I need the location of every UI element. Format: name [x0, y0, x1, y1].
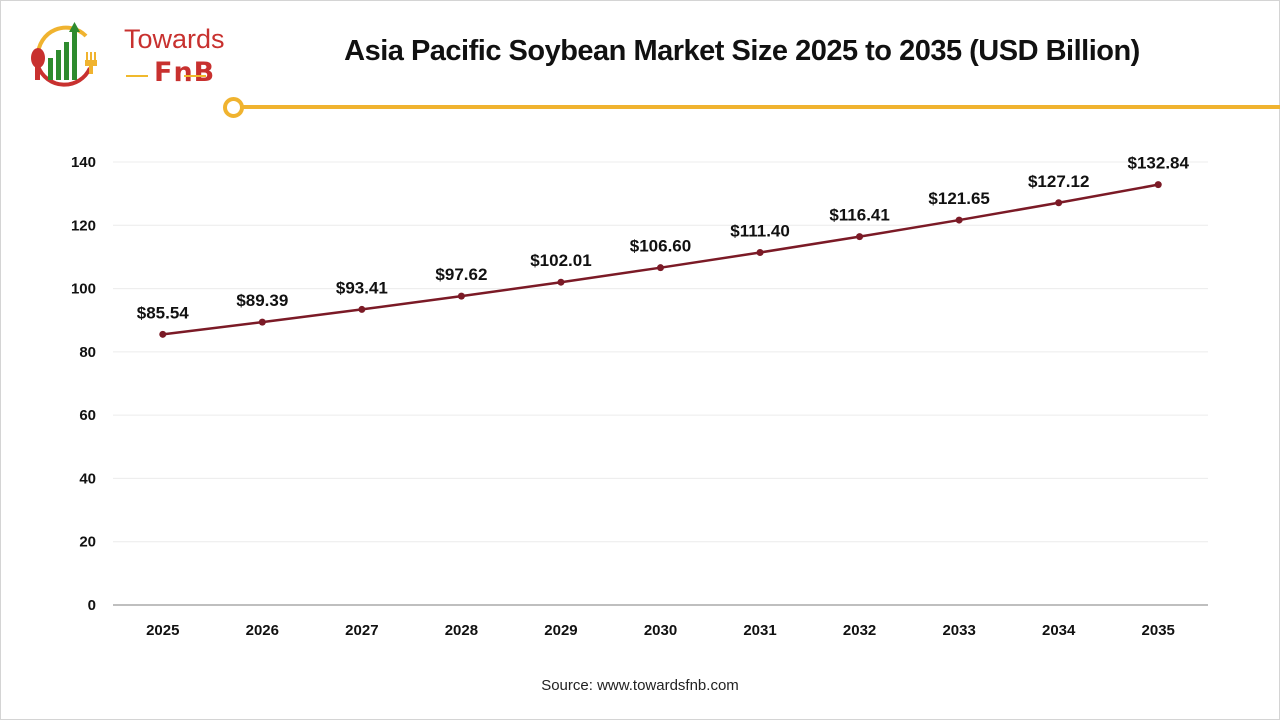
logo-chart-icon [31, 22, 97, 87]
x-axis-labels: 2025 2026 2027 2028 2029 2030 2031 2032 2033 2034… [146, 622, 1175, 639]
data-point-marker [756, 248, 764, 256]
data-point-marker [856, 233, 864, 241]
data-label: $116.41 [829, 206, 890, 225]
y-axis-labels: 0 20 40 60 80 100 120 140 [71, 154, 96, 614]
y-tick-label: 100 [71, 281, 96, 298]
x-tick-label: 2025 [146, 622, 179, 639]
x-tick-label: 2034 [1042, 622, 1076, 639]
x-tick-label: 2033 [942, 622, 975, 639]
data-label: $106.60 [630, 237, 691, 256]
data-label: $97.62 [435, 265, 487, 284]
data-label: $121.65 [928, 189, 989, 208]
data-point-marker [159, 330, 167, 338]
data-point-marker [657, 264, 664, 272]
y-tick-label: 140 [71, 154, 96, 171]
logo-text-fnb: FnB [154, 57, 216, 88]
data-label: $93.41 [336, 278, 388, 297]
data-point-marker [358, 305, 366, 313]
data-point-marker [258, 318, 266, 326]
series-market-size [159, 181, 1162, 338]
y-tick-label: 120 [71, 217, 96, 234]
header-divider-line [240, 105, 1280, 109]
data-label: $127.12 [1028, 172, 1089, 191]
x-tick-label: 2035 [1142, 622, 1175, 639]
data-point-marker [1055, 199, 1063, 207]
data-label: $85.54 [137, 303, 190, 322]
x-tick-label: 2030 [644, 622, 677, 639]
y-tick-label: 0 [88, 597, 96, 614]
logo-dash-right [184, 75, 206, 77]
data-point-marker [557, 278, 565, 286]
x-tick-label: 2028 [445, 622, 478, 639]
y-tick-label: 40 [79, 470, 96, 487]
data-point-marker [1154, 181, 1162, 189]
data-point-marker [955, 216, 963, 224]
y-tick-label: 20 [79, 534, 96, 551]
x-tick-label: 2029 [544, 622, 577, 639]
x-tick-label: 2032 [843, 622, 876, 639]
x-tick-label: 2031 [743, 622, 776, 639]
y-tick-label: 60 [79, 407, 96, 424]
series-line [162, 183, 1159, 336]
data-labels: $85.54 $89.39 $93.41 $97.62 $102.01 $106.60 $1… [137, 154, 1190, 323]
chart-title: Asia Pacific Soybean Market Size 2025 to… [344, 35, 1140, 67]
logo-dash-left [126, 75, 148, 77]
source-note: Source: www.towardsfnb.com [541, 677, 739, 694]
data-label: $89.39 [236, 291, 288, 310]
y-tick-label: 80 [79, 344, 96, 361]
data-label: $132.84 [1128, 154, 1190, 173]
data-point-marker [457, 292, 465, 300]
header-divider-dot-icon [223, 97, 244, 118]
x-tick-label: 2027 [345, 622, 378, 639]
towards-fnb-logo: Towards FnB [26, 18, 225, 90]
gridlines [113, 161, 1208, 606]
logo-text-towards: Towards [124, 24, 225, 54]
data-label: $102.01 [530, 251, 591, 270]
x-tick-label: 2026 [246, 622, 279, 639]
data-label: $111.40 [730, 221, 790, 240]
